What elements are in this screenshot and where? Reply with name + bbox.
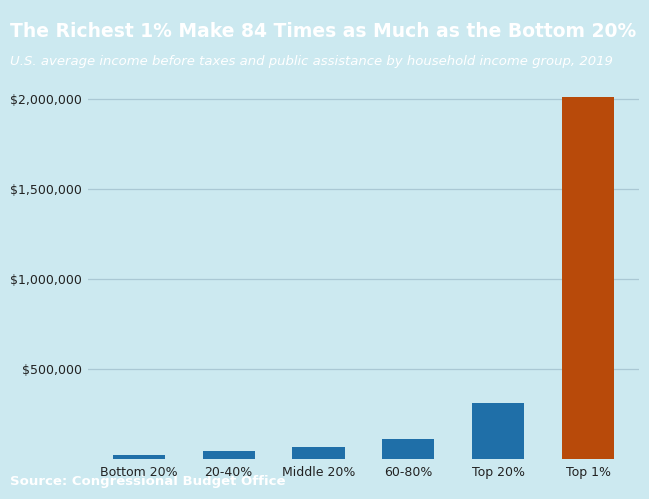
Text: U.S. average income before taxes and public assistance by household income group: U.S. average income before taxes and pub… xyxy=(10,54,613,67)
Bar xyxy=(113,455,165,459)
Bar xyxy=(202,451,254,459)
Text: Source: Congressional Budget Office: Source: Congressional Budget Office xyxy=(10,475,286,488)
Bar xyxy=(382,439,434,459)
Text: The Richest 1% Make 84 Times as Much as the Bottom 20%: The Richest 1% Make 84 Times as Much as … xyxy=(10,22,637,41)
Bar xyxy=(293,447,345,459)
Bar xyxy=(472,403,524,459)
Bar xyxy=(562,97,614,459)
